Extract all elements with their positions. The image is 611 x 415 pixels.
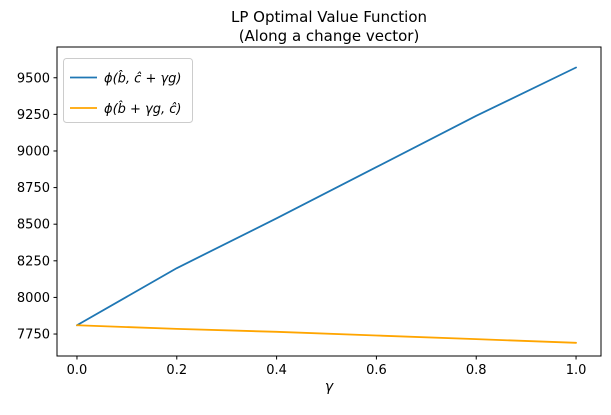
y-tick-label: 7750	[17, 328, 50, 343]
x-tick-label: 0.6	[366, 363, 387, 378]
y-tick-label: 8750	[17, 181, 50, 196]
ticks-layer: 0.0 0.2 0.4 0.6 0.8 1.0 7750 8000 8250 8500 8750 90…	[17, 71, 586, 378]
x-tick-label: 0.0	[67, 363, 88, 378]
y-tick-label: 9250	[17, 108, 50, 123]
series-layer	[76, 66, 577, 344]
legend-label-blue: ϕ(b̂, ĉ + γg)	[104, 71, 182, 86]
chart-title-line1: LP Optimal Value Function	[231, 8, 427, 26]
chart-title-line2: (Along a change vector)	[239, 27, 420, 45]
series-line-0	[76, 66, 577, 327]
x-tick-label: 0.8	[466, 363, 487, 378]
legend-label-orange: ϕ(b̂ + γg, ĉ)	[104, 102, 182, 117]
y-tick-label: 9000	[17, 144, 50, 159]
x-tick-label: 1.0	[566, 363, 587, 378]
x-tick-label: 0.2	[166, 363, 187, 378]
x-axis-label: γ	[325, 379, 334, 395]
plot-frame	[56, 46, 602, 357]
y-tick-label: 9500	[17, 71, 50, 86]
y-tick-label: 8250	[17, 254, 50, 269]
legend: ϕ(b̂, ĉ + γg) ϕ(b̂ + γg, ĉ)	[63, 58, 193, 123]
series-line-1	[76, 324, 577, 344]
legend-box	[63, 58, 193, 123]
y-tick-label: 8000	[17, 291, 50, 306]
y-tick-label: 8500	[17, 218, 50, 233]
x-tick-label: 0.4	[266, 363, 287, 378]
